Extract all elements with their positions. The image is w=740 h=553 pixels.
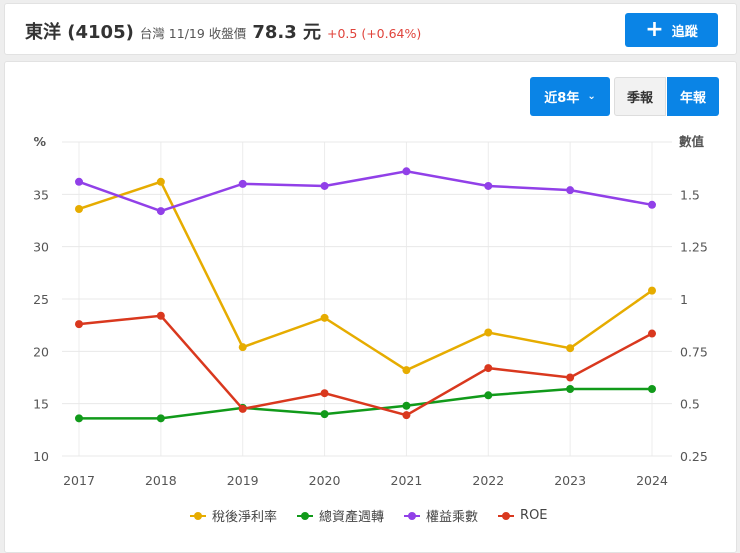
data-point bbox=[156, 414, 165, 423]
data-point bbox=[75, 177, 83, 186]
follow-button[interactable]: + 追蹤 bbox=[625, 13, 718, 47]
data-point bbox=[156, 177, 165, 186]
data-point bbox=[320, 313, 329, 322]
legend-item[interactable]: ROE bbox=[498, 506, 548, 525]
series-line bbox=[78, 170, 653, 213]
legend-item[interactable]: 稅後淨利率 bbox=[190, 506, 277, 525]
legend-swatch bbox=[498, 511, 515, 520]
chevron-down-icon: ⌄ bbox=[587, 91, 596, 102]
data-point bbox=[566, 373, 575, 382]
right-axis-label: 數值 bbox=[679, 134, 705, 149]
data-point bbox=[320, 181, 329, 190]
data-point bbox=[648, 286, 656, 295]
x-tick-label: 2021 bbox=[391, 473, 423, 488]
tab-annual[interactable]: 年報 bbox=[667, 77, 719, 116]
x-tick-label: 2017 bbox=[63, 473, 95, 488]
data-point bbox=[320, 389, 329, 398]
chart-card: 近8年 ⌄ 季報 年報 bbox=[4, 61, 737, 553]
data-point bbox=[566, 385, 575, 394]
data-point bbox=[484, 391, 493, 400]
right-tick-label: 1 bbox=[680, 292, 688, 307]
left-tick-label: 25 bbox=[33, 292, 49, 307]
series-line bbox=[78, 314, 653, 417]
right-tick-label: 0.5 bbox=[680, 397, 700, 412]
plus-icon: + bbox=[645, 17, 664, 42]
data-point bbox=[484, 181, 493, 190]
data-point bbox=[75, 320, 83, 329]
right-tick-label: 1.5 bbox=[680, 187, 700, 202]
left-tick-label: 20 bbox=[33, 344, 49, 359]
data-point bbox=[484, 328, 493, 337]
legend-swatch bbox=[404, 511, 421, 520]
right-tick-label: 0.75 bbox=[680, 344, 708, 359]
series-line bbox=[79, 387, 652, 420]
legend-label: 權益乘數 bbox=[426, 510, 479, 525]
data-point bbox=[648, 200, 656, 209]
stock-name: 東洋 (4105) bbox=[25, 22, 134, 43]
right-tick-label: 1.25 bbox=[680, 240, 708, 255]
range-label: 近8年 bbox=[544, 91, 580, 106]
x-tick-label: 2023 bbox=[554, 473, 586, 488]
x-tick-label: 2019 bbox=[227, 473, 259, 488]
data-point bbox=[402, 411, 411, 420]
legend-label: ROE bbox=[520, 508, 548, 523]
data-point bbox=[75, 204, 83, 213]
data-point bbox=[484, 364, 493, 373]
legend-label: 總資產週轉 bbox=[319, 510, 385, 525]
left-tick-label: 15 bbox=[33, 397, 49, 412]
stock-price: 78.3 元 bbox=[252, 22, 321, 43]
legend-item[interactable]: 權益乘數 bbox=[404, 506, 478, 525]
data-point bbox=[156, 311, 165, 320]
data-point bbox=[648, 385, 656, 394]
data-point bbox=[402, 401, 411, 410]
left-tick-label: 30 bbox=[33, 240, 49, 255]
legend-swatch bbox=[297, 511, 314, 520]
tab-quarterly[interactable]: 季報 bbox=[614, 77, 666, 116]
follow-label: 追蹤 bbox=[671, 24, 698, 40]
data-point bbox=[648, 329, 656, 338]
data-point bbox=[402, 167, 411, 176]
market-date: 台灣 11/19 收盤價 bbox=[139, 26, 247, 41]
data-point bbox=[238, 404, 247, 413]
right-tick-label: 0.25 bbox=[680, 449, 708, 464]
legend-swatch bbox=[190, 511, 206, 520]
series-line bbox=[78, 180, 653, 372]
left-axis-label: % bbox=[33, 134, 46, 149]
range-dropdown[interactable]: 近8年 ⌄ bbox=[530, 77, 610, 116]
legend-item[interactable]: 總資產週轉 bbox=[297, 506, 384, 525]
x-tick-label: 2024 bbox=[636, 473, 668, 488]
x-tick-label: 2020 bbox=[309, 473, 341, 488]
left-tick-label: 10 bbox=[33, 449, 49, 464]
price-change: +0.5 (+0.64%) bbox=[327, 26, 422, 41]
data-point bbox=[320, 410, 329, 419]
data-point bbox=[566, 186, 575, 195]
x-tick-label: 2022 bbox=[472, 473, 504, 488]
left-tick-label: 35 bbox=[33, 187, 49, 202]
data-point bbox=[75, 414, 83, 423]
stock-header: 東洋 (4105) 台灣 11/19 收盤價 78.3 元 +0.5 (+0.6… bbox=[4, 3, 737, 55]
x-tick-label: 2018 bbox=[145, 473, 177, 488]
chart-legend: 稅後淨利率 總資產週轉 權益乘數 ROE bbox=[190, 506, 548, 525]
data-point bbox=[156, 207, 165, 216]
data-point bbox=[566, 344, 575, 353]
legend-label: 稅後淨利率 bbox=[212, 510, 278, 525]
data-point bbox=[402, 366, 411, 375]
data-point bbox=[238, 343, 247, 352]
data-point bbox=[238, 179, 247, 188]
